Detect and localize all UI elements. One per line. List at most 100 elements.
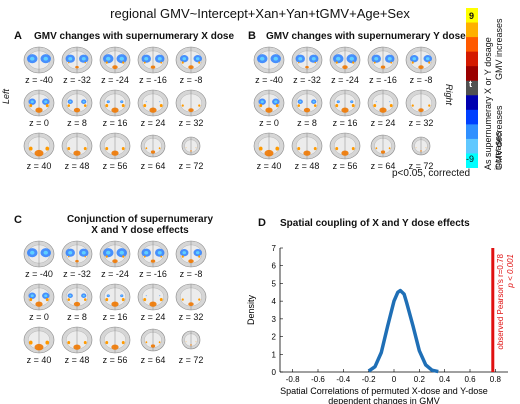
colorbar-segment bbox=[466, 37, 478, 53]
x-tick-label: 0 bbox=[392, 375, 397, 384]
brain-slice bbox=[252, 46, 286, 79]
colorbar-caption-increase: GMV increases bbox=[494, 18, 504, 80]
slice-z-label: z = 40 bbox=[256, 161, 282, 171]
brain-slice bbox=[22, 326, 56, 359]
slice-z-label: z = -24 bbox=[101, 269, 129, 279]
slice-z-label: z = 8 bbox=[297, 118, 317, 128]
brain-slice bbox=[22, 240, 56, 273]
colorbar-segment bbox=[466, 8, 478, 24]
x-tick-label: 0.8 bbox=[490, 375, 502, 384]
observed-label-line2: p < 0.001 bbox=[506, 254, 515, 289]
colorbar-segment bbox=[466, 80, 478, 96]
colorbar-top-value: 9 bbox=[469, 11, 475, 21]
brain-slice bbox=[136, 132, 170, 165]
slice-z-label: z = 40 bbox=[26, 161, 52, 171]
brain-slice bbox=[290, 89, 324, 122]
slice-z-label: z = 48 bbox=[64, 161, 90, 171]
y-tick-label: 7 bbox=[272, 244, 277, 253]
brain-slice bbox=[98, 283, 132, 316]
brain-slice bbox=[22, 283, 56, 316]
slice-z-label: z = 64 bbox=[140, 161, 166, 171]
brain-slice bbox=[328, 89, 362, 122]
brain-slice bbox=[174, 240, 208, 273]
y-tick-label: 4 bbox=[272, 297, 277, 306]
brain-slice bbox=[98, 89, 132, 122]
panel-c-letter: C bbox=[14, 214, 22, 226]
colorbar bbox=[466, 8, 478, 169]
y-tick-label: 5 bbox=[272, 279, 277, 288]
brain-slice bbox=[98, 46, 132, 79]
slice-z-label: z = -8 bbox=[179, 269, 203, 279]
brain-slice bbox=[404, 46, 438, 79]
brain-slice bbox=[174, 283, 208, 316]
brain-slice bbox=[136, 326, 170, 359]
slice-z-label: z = 72 bbox=[408, 161, 434, 171]
brain-slice bbox=[404, 89, 438, 122]
brain-slice bbox=[22, 89, 56, 122]
brain-slice bbox=[136, 46, 170, 79]
brain-slice bbox=[328, 132, 362, 165]
brain-slice bbox=[252, 89, 286, 122]
slice-z-label: z = 56 bbox=[102, 161, 128, 171]
slice-z-label: z = 56 bbox=[332, 161, 358, 171]
slice-z-label: z = -40 bbox=[25, 75, 53, 85]
brain-slice bbox=[366, 46, 400, 79]
y-tick-label: 2 bbox=[272, 333, 277, 342]
y-axis-label: Density bbox=[246, 294, 256, 325]
slice-z-label: z = 24 bbox=[370, 118, 396, 128]
slice-z-label: z = -8 bbox=[179, 75, 203, 85]
y-tick-label: 1 bbox=[272, 350, 277, 359]
slice-z-label: z = 32 bbox=[178, 312, 204, 322]
slice-z-label: z = 64 bbox=[370, 161, 396, 171]
slice-z-label: z = 48 bbox=[294, 161, 320, 171]
brain-slice bbox=[98, 132, 132, 165]
brain-slice bbox=[136, 283, 170, 316]
slice-z-label: z = -24 bbox=[101, 75, 129, 85]
right-side-label: Right bbox=[444, 84, 454, 106]
density-chart: -0.8 -0.6 -0.4 -0.2 0 0.2 0.4 0.6 0.8 0 1 2 3 4 5 6 7 Den… bbox=[246, 244, 515, 404]
slice-z-label: z = -16 bbox=[139, 75, 167, 85]
left-side-label: Left bbox=[1, 88, 11, 104]
colorbar-mid-value: t bbox=[469, 79, 472, 89]
panel-c-title-line2: X and Y dose effects bbox=[91, 225, 189, 236]
slice-z-label: z = 16 bbox=[102, 312, 128, 322]
slice-z-label: z = -32 bbox=[63, 269, 91, 279]
brain-slice bbox=[98, 326, 132, 359]
x-tick-label: 0.2 bbox=[414, 375, 426, 384]
brain-slice bbox=[60, 89, 94, 122]
brain-slice bbox=[290, 46, 324, 79]
slice-z-label: z = 8 bbox=[67, 118, 87, 128]
brain-slice bbox=[60, 240, 94, 273]
slice-z-label: z = 32 bbox=[408, 118, 434, 128]
slice-z-label: z = 16 bbox=[102, 118, 128, 128]
brain-slice bbox=[60, 283, 94, 316]
x-axis-label-line1: Spatial Correlations of permuted X-dose … bbox=[280, 386, 488, 396]
brain-slice bbox=[366, 89, 400, 122]
slice-z-label: z = 64 bbox=[140, 355, 166, 365]
panel-d-letter: D bbox=[258, 217, 266, 229]
brain-slice bbox=[174, 89, 208, 122]
panel-b-title: GMV changes with supernumerary Y dose bbox=[266, 31, 466, 42]
figure-title: regional GMV~Intercept+Xan+Yan+tGMV+Age+… bbox=[110, 6, 410, 21]
observed-label-line1: observed Pearson's r=0.78 bbox=[496, 253, 505, 349]
slice-z-label: z = -32 bbox=[63, 75, 91, 85]
x-tick-label: -0.4 bbox=[336, 375, 350, 384]
panel-a-title: GMV changes with supernumerary X dose bbox=[34, 31, 235, 42]
brain-slice bbox=[404, 132, 438, 165]
slice-z-label: z = -40 bbox=[255, 75, 283, 85]
slice-z-label: z = -32 bbox=[293, 75, 321, 85]
slice-z-label: z = 0 bbox=[29, 312, 49, 322]
slice-z-label: z = 40 bbox=[26, 355, 52, 365]
colorbar-segment bbox=[466, 124, 478, 140]
threshold-note: p<0.05, corrected bbox=[392, 168, 471, 179]
density-curve bbox=[367, 288, 439, 374]
colorbar-caption-decrease: GMV decreases bbox=[494, 105, 504, 170]
y-tick-label: 3 bbox=[272, 315, 277, 324]
slice-z-label: z = 16 bbox=[332, 118, 358, 128]
brain-slice bbox=[136, 89, 170, 122]
slice-z-label: z = 32 bbox=[178, 118, 204, 128]
slice-z-label: z = 0 bbox=[259, 118, 279, 128]
x-tick-label: 0.6 bbox=[464, 375, 476, 384]
colorbar-bottom-value: -9 bbox=[466, 154, 475, 164]
brain-slice bbox=[136, 240, 170, 273]
